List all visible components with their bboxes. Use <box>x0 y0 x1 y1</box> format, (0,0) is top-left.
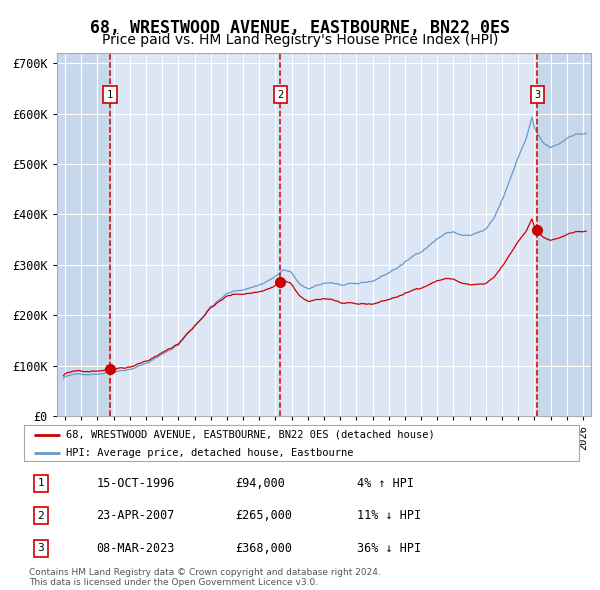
Text: £368,000: £368,000 <box>235 542 292 555</box>
Text: 68, WRESTWOOD AVENUE, EASTBOURNE, BN22 0ES: 68, WRESTWOOD AVENUE, EASTBOURNE, BN22 0… <box>90 19 510 37</box>
Bar <box>57 53 110 416</box>
Text: 36% ↓ HPI: 36% ↓ HPI <box>357 542 421 555</box>
Text: 1: 1 <box>107 90 113 100</box>
Text: 68, WRESTWOOD AVENUE, EASTBOURNE, BN22 0ES (detached house): 68, WRESTWOOD AVENUE, EASTBOURNE, BN22 0… <box>65 430 434 440</box>
Text: 4% ↑ HPI: 4% ↑ HPI <box>357 477 414 490</box>
Text: 15-OCT-1996: 15-OCT-1996 <box>96 477 175 490</box>
Text: 2: 2 <box>277 90 284 100</box>
Text: HPI: Average price, detached house, Eastbourne: HPI: Average price, detached house, East… <box>65 448 353 458</box>
Text: 1: 1 <box>37 478 44 488</box>
Text: Contains HM Land Registry data © Crown copyright and database right 2024.
This d: Contains HM Land Registry data © Crown c… <box>29 568 380 587</box>
Bar <box>537 53 591 416</box>
Text: Price paid vs. HM Land Registry's House Price Index (HPI): Price paid vs. HM Land Registry's House … <box>102 33 498 47</box>
Text: 23-APR-2007: 23-APR-2007 <box>96 509 175 522</box>
Text: £94,000: £94,000 <box>235 477 285 490</box>
Text: £265,000: £265,000 <box>235 509 292 522</box>
Text: 3: 3 <box>534 90 541 100</box>
Text: 3: 3 <box>37 543 44 553</box>
Text: 08-MAR-2023: 08-MAR-2023 <box>96 542 175 555</box>
Text: 11% ↓ HPI: 11% ↓ HPI <box>357 509 421 522</box>
Text: 2: 2 <box>37 511 44 520</box>
